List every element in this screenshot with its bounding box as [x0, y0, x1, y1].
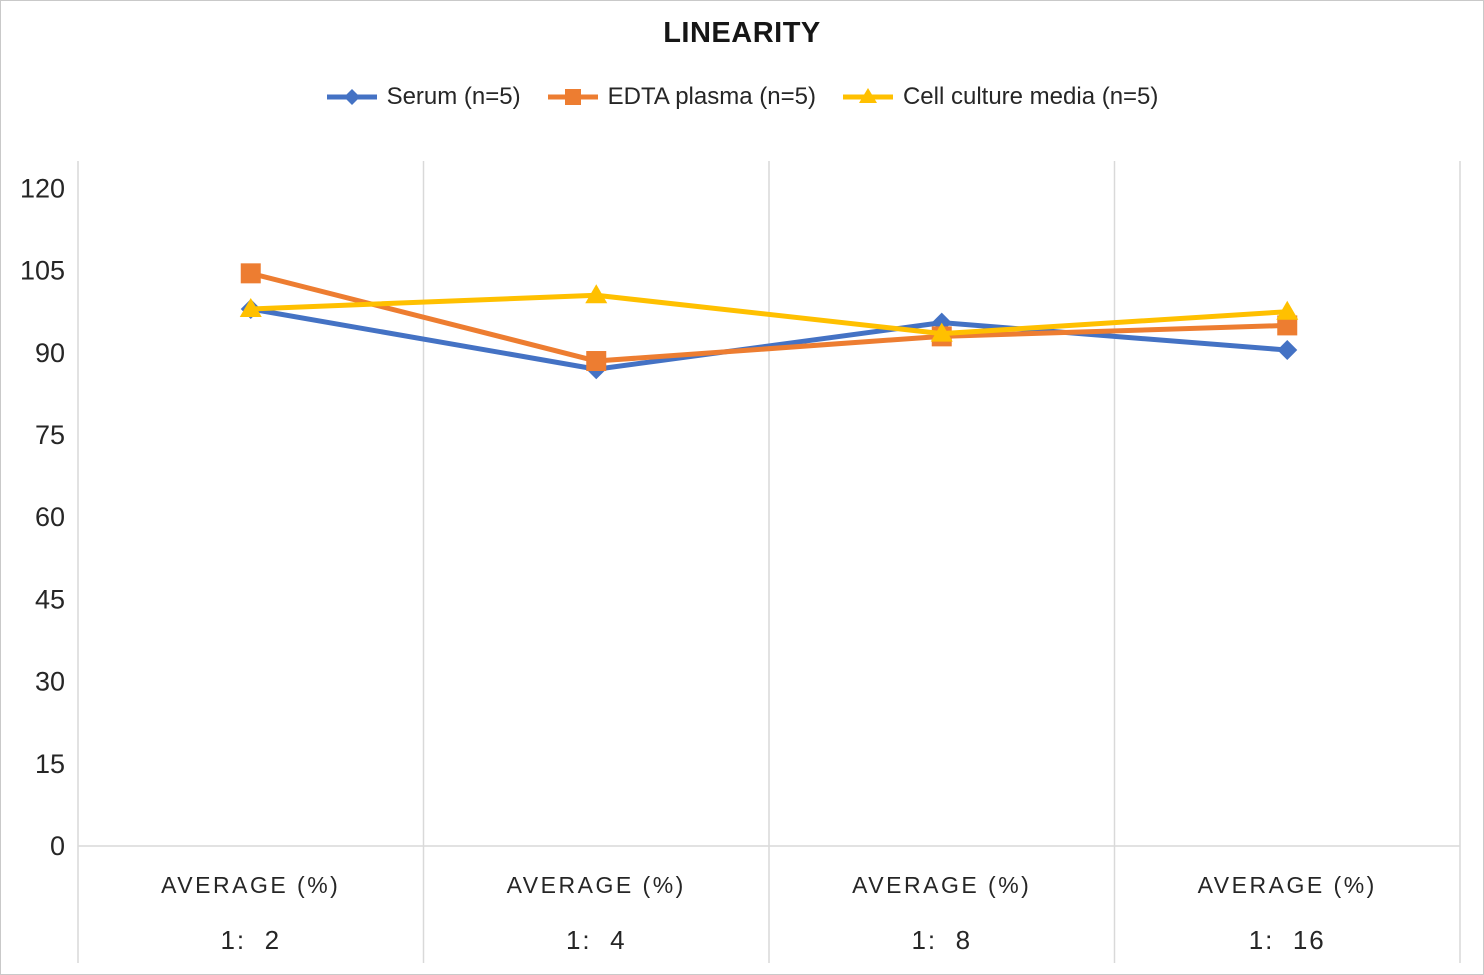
diamond-marker-icon	[326, 89, 377, 105]
y-tick-label: 15	[35, 749, 65, 779]
y-tick-label: 30	[35, 667, 65, 697]
category-tick-label: 1: 4	[566, 925, 627, 955]
data-point-marker-cell-culture-media-n-5	[1276, 300, 1299, 320]
data-point-marker-edta-plasma-n-5	[586, 351, 607, 372]
data-point-marker-edta-plasma-n-5	[1277, 315, 1298, 336]
series-line-cell-culture-media-n-5	[248, 292, 1290, 337]
category-tick-label: 1: 16	[1249, 925, 1326, 955]
category-tick-label: 1: 8	[911, 925, 972, 955]
legend-label: Cell culture media (n=5)	[902, 83, 1159, 110]
data-point-marker-cell-culture-media-n-5	[930, 322, 953, 342]
legend: Serum (n=5) EDTA plasma (n=5) Cell culture…	[1, 83, 1483, 111]
square-marker-icon	[547, 89, 598, 105]
data-point-marker-serum-n-5	[1277, 340, 1298, 361]
legend-label: EDTA plasma (n=5)	[607, 83, 816, 110]
category-tick-label: 1: 2	[220, 925, 281, 955]
triangle-marker-icon	[842, 88, 893, 103]
category-header-label: AVERAGE (%)	[1198, 872, 1377, 898]
data-point-marker-cell-culture-media-n-5	[585, 284, 608, 304]
y-tick-label: 90	[35, 338, 65, 368]
series-line-serum-n-5	[248, 306, 1290, 372]
data-point-marker-edta-plasma-n-5	[240, 263, 261, 284]
y-tick-label: 45	[35, 584, 65, 614]
category-header-label: AVERAGE (%)	[507, 872, 686, 898]
legend-item-serum-n-5: Serum (n=5)	[326, 83, 521, 111]
y-tick-label: 120	[20, 173, 65, 203]
legend-label: Serum (n=5)	[386, 83, 521, 110]
legend-item-edta-plasma-n-5: EDTA plasma (n=5)	[547, 83, 816, 111]
category-header-label: AVERAGE (%)	[852, 872, 1031, 898]
legend-item-cell-culture-media-n-5: Cell culture media (n=5)	[842, 83, 1158, 111]
y-tick-label: 60	[35, 502, 65, 532]
y-tick-label: 0	[50, 831, 65, 861]
series-line-edta-plasma-n-5	[248, 270, 1290, 364]
data-point-marker-cell-culture-media-n-5	[239, 297, 262, 317]
category-header-label: AVERAGE (%)	[161, 872, 340, 898]
chart-title: LINEARITY	[663, 17, 821, 49]
y-tick-label: 75	[35, 420, 65, 450]
y-tick-label: 105	[20, 256, 65, 286]
